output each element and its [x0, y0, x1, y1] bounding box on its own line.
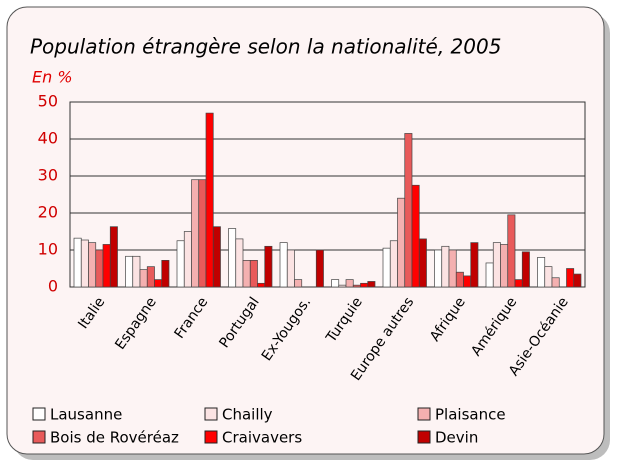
bar: [455, 271, 464, 288]
bar: [448, 249, 457, 288]
bar: [544, 266, 553, 288]
legend-label: Devin: [435, 429, 478, 447]
bar: [80, 239, 89, 288]
bar: [434, 249, 443, 288]
bar: [132, 255, 141, 288]
bar: [235, 238, 244, 288]
y-tick-label: 40: [38, 129, 58, 148]
bar: [139, 269, 148, 288]
bar: [507, 214, 516, 288]
bar: [109, 226, 118, 288]
legend-swatch: [417, 407, 431, 421]
bar: [95, 249, 104, 288]
bar: [242, 260, 251, 288]
bar: [338, 284, 347, 288]
bar: [389, 240, 398, 288]
card: [6, 6, 605, 455]
bar: [146, 266, 155, 288]
bar: [537, 257, 546, 288]
bar: [441, 245, 450, 288]
bar: [205, 112, 214, 288]
legend-swatch: [32, 407, 46, 421]
bar: [514, 279, 523, 288]
bar: [382, 247, 391, 288]
bar: [191, 179, 200, 288]
bar: [397, 197, 406, 288]
bar: [367, 281, 376, 288]
y-tick-label: 10: [38, 240, 58, 259]
bar: [463, 275, 472, 288]
bar: [566, 268, 575, 288]
bar: [249, 260, 258, 288]
bar: [418, 238, 427, 288]
chart-title: Population étrangère selon la nationalit…: [30, 35, 501, 59]
legend-label: Chailly: [222, 406, 273, 424]
bar: [198, 179, 207, 288]
bar: [345, 279, 354, 288]
y-tick-label: 0: [48, 277, 58, 296]
chart-subtitle: En %: [32, 68, 73, 87]
bar: [264, 245, 273, 288]
bar: [352, 284, 361, 288]
bar: [183, 231, 192, 288]
bar: [551, 277, 560, 288]
bar: [286, 249, 295, 288]
legend-swatch: [32, 430, 46, 444]
y-tick-label: 30: [38, 166, 58, 185]
bar: [102, 244, 111, 288]
bar: [294, 279, 303, 288]
legend-swatch: [204, 407, 218, 421]
legend-label: Craivavers: [222, 429, 302, 447]
legend-label: Plaisance: [435, 406, 506, 424]
bar: [154, 279, 163, 288]
legend-swatch: [417, 430, 431, 444]
bar: [161, 260, 170, 288]
bar: [470, 242, 479, 288]
bar: [176, 240, 185, 288]
bar: [331, 279, 340, 288]
bar: [315, 249, 324, 288]
legend-label: Lausanne: [50, 406, 122, 424]
bar: [257, 282, 266, 288]
bar: [73, 237, 82, 288]
bar: [485, 262, 494, 288]
bar: [228, 228, 237, 288]
bar: [212, 226, 221, 288]
y-tick-label: 50: [38, 92, 58, 111]
bar: [573, 273, 582, 288]
bar: [279, 242, 288, 288]
bar: [125, 255, 134, 288]
legend-label: Bois de Rovéréaz: [50, 429, 179, 447]
bar: [88, 242, 97, 288]
bar: [360, 282, 369, 288]
bar: [411, 184, 420, 288]
bar: [521, 251, 530, 288]
bar: [500, 244, 509, 288]
bar: [404, 133, 413, 288]
y-tick-label: 20: [38, 203, 58, 222]
legend-swatch: [204, 430, 218, 444]
bar: [492, 242, 501, 288]
